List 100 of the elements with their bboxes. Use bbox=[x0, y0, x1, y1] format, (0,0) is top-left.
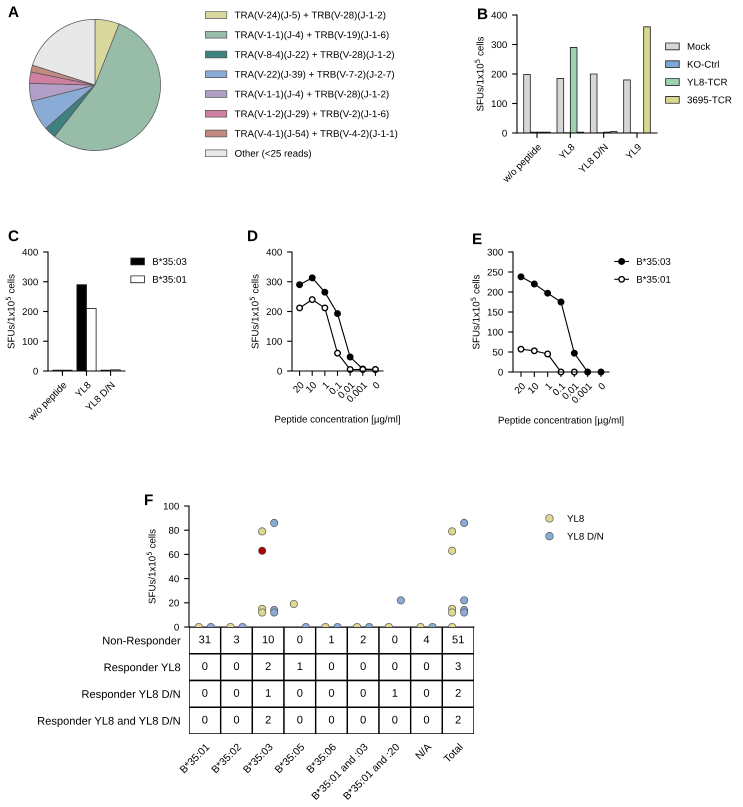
legend-label: YL8 bbox=[567, 515, 584, 522]
legend-label: 3695-TCR bbox=[687, 96, 732, 104]
data-label: 0 bbox=[360, 716, 366, 724]
y-tick-label: 20 bbox=[168, 600, 179, 606]
data-label: 1 bbox=[298, 662, 302, 670]
data-label: 0 bbox=[202, 662, 208, 670]
legend-label: TRA(V-22)(J-39) + TRB(V-7-2)(J-2-7) bbox=[234, 70, 394, 80]
legend-label: B*35:01 bbox=[637, 276, 670, 283]
data-label: 4 bbox=[424, 636, 430, 644]
x-tick-label: 0 bbox=[598, 382, 606, 390]
y-tick-label: 200 bbox=[22, 308, 38, 316]
y-axis-title: SFUs/1x10$^{5}$ cells bbox=[470, 274, 480, 350]
data-label: 0 bbox=[234, 716, 240, 724]
data-label: 2 bbox=[360, 635, 366, 644]
y-tick-label: 250 bbox=[488, 268, 503, 276]
y-tick-label: Non-Responder bbox=[103, 636, 180, 647]
y-tick-label: 100 bbox=[164, 502, 179, 510]
legend-label: TRA(V-1-1)(J-4) + TRB(V-28)(J-1-2) bbox=[234, 90, 389, 100]
data-label: 0 bbox=[360, 662, 366, 670]
x-tick-label: YL8 bbox=[558, 143, 576, 160]
chart-title: C bbox=[8, 230, 19, 242]
data-label: 0 bbox=[424, 662, 430, 670]
y-axis-title: SFUs/1x10$^{5}$ cells bbox=[146, 529, 156, 604]
legend-label: Mock bbox=[688, 42, 710, 50]
data-label: 0 bbox=[392, 716, 398, 724]
data-label: 0 bbox=[328, 662, 334, 670]
x-tick-label: 0 bbox=[372, 381, 380, 390]
y-tick-label: 0 bbox=[498, 368, 503, 376]
data-label: 1 bbox=[329, 636, 334, 644]
legend-label: YL8-TCR bbox=[687, 78, 728, 86]
legend-label: TRA(V-4-1)(J-54) + TRB(V-4-2)(J-1-1) bbox=[234, 130, 398, 139]
y-tick-label: 50 bbox=[492, 348, 503, 356]
y-tick-label: 100 bbox=[488, 328, 503, 336]
y-tick-label: 300 bbox=[491, 41, 507, 48]
y-axis-title: SFUs/1x10$^{5}$ cells bbox=[6, 274, 15, 349]
y-axis-title: SFUs/1x10$^{5}$ cells bbox=[250, 274, 259, 349]
data-label: 0 bbox=[297, 635, 302, 644]
y-tick-label: 60 bbox=[168, 551, 179, 558]
y-tick-label: 100 bbox=[22, 338, 38, 345]
data-label: 0 bbox=[424, 688, 430, 697]
data-label: 0 bbox=[328, 716, 334, 724]
data-label: 0 bbox=[360, 688, 366, 697]
legend-label: KO-Ctrl bbox=[688, 60, 719, 68]
y-axis-title: SFUs/1x10$^{5}$ cells bbox=[474, 36, 484, 112]
data-label: 0 bbox=[392, 662, 398, 670]
x-axis-title: Peptide concentration [µg/ml] bbox=[275, 415, 400, 425]
x-axis-title: Peptide concentration [µg/ml] bbox=[498, 416, 624, 426]
y-tick-label: 400 bbox=[491, 12, 507, 19]
x-tick-label: 1 bbox=[322, 381, 330, 390]
x-tick-label: 10 bbox=[305, 381, 318, 393]
x-tick-label: 20 bbox=[514, 382, 526, 394]
y-tick-label: 0 bbox=[277, 368, 282, 375]
y-tick-label: 0 bbox=[33, 368, 38, 375]
data-label: 2 bbox=[266, 716, 271, 724]
y-tick-label: 200 bbox=[266, 308, 282, 316]
y-tick-label: 0 bbox=[502, 130, 507, 137]
x-tick-label: YL9 bbox=[625, 143, 642, 160]
y-tick-label: Responder YL8 D/N bbox=[82, 690, 180, 700]
y-tick-label: 40 bbox=[168, 575, 179, 582]
data-label: 31 bbox=[199, 635, 210, 644]
data-label: 1 bbox=[392, 689, 398, 697]
y-tick-label: 200 bbox=[488, 288, 503, 296]
data-label: 0 bbox=[202, 716, 208, 724]
x-tick-label: YL8 bbox=[74, 381, 92, 398]
data-label: 0 bbox=[234, 688, 240, 697]
y-tick-label: 0 bbox=[174, 624, 179, 631]
chart-title: E bbox=[473, 234, 482, 244]
x-tick-label: 20 bbox=[292, 381, 304, 394]
legend-label: B*35:01 bbox=[153, 276, 186, 283]
y-tick-label: 100 bbox=[266, 338, 282, 345]
x-tick-label: N/A bbox=[414, 742, 432, 760]
data-label: 0 bbox=[328, 688, 334, 697]
y-tick-label: Responder YL8 bbox=[104, 663, 180, 674]
data-label: 2 bbox=[456, 716, 461, 724]
x-tick-label: 10 bbox=[527, 382, 540, 394]
data-label: 51 bbox=[452, 636, 464, 644]
y-tick-label: 80 bbox=[168, 526, 179, 534]
y-tick-label: 300 bbox=[266, 278, 282, 286]
legend-label: TRA(V-8-4)(J-22) + TRB(V-28)(J-1-2) bbox=[234, 50, 394, 60]
y-tick-label: 300 bbox=[22, 278, 38, 286]
data-label: 3 bbox=[456, 662, 461, 670]
data-label: 2 bbox=[266, 662, 271, 670]
y-tick-label: Responder YL8 and YL8 D/N bbox=[38, 716, 180, 727]
data-label: 3 bbox=[234, 635, 240, 644]
data-label: 10 bbox=[262, 635, 274, 644]
data-label: 0 bbox=[202, 688, 208, 697]
data-label: 0 bbox=[424, 716, 430, 724]
y-tick-label: 400 bbox=[22, 248, 38, 256]
data-label: 0 bbox=[297, 716, 302, 724]
chart-title: F bbox=[145, 494, 153, 506]
x-tick-label: YL8 D/N bbox=[578, 143, 608, 174]
data-label: 0 bbox=[392, 635, 398, 644]
legend-label: B*35:03 bbox=[637, 258, 670, 265]
data-label: 2 bbox=[456, 688, 461, 697]
data-label: 0 bbox=[297, 688, 302, 697]
legend-label: YL8 D/N bbox=[567, 532, 603, 540]
y-tick-label: 150 bbox=[488, 308, 503, 316]
data-label: 0 bbox=[234, 662, 240, 670]
data-label: 1 bbox=[266, 689, 271, 697]
y-tick-label: 100 bbox=[492, 100, 507, 108]
